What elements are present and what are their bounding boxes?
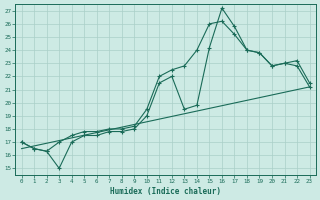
X-axis label: Humidex (Indice chaleur): Humidex (Indice chaleur)	[110, 187, 221, 196]
